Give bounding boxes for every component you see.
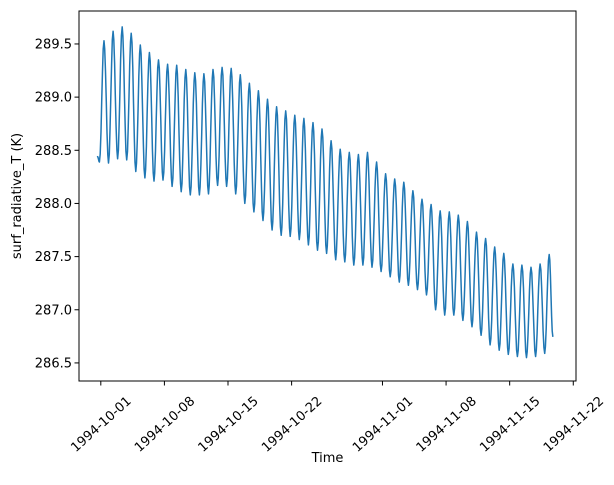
plot-border [78,10,577,382]
x-tick-label: 1994-10-15 [196,394,262,456]
x-tick-label: 1994-10-01 [68,394,134,456]
x-tick-label: 1994-11-08 [414,394,480,456]
temperature-series-line [96,26,554,359]
y-tick-label: 289.0 [35,91,72,106]
x-tick-label: 1994-11-22 [541,394,607,456]
y-tick-label: 287.0 [35,303,72,318]
y-tick-label: 288.0 [35,197,72,212]
x-axis-title: Time [311,451,344,466]
y-axis-title: surf_radiative_T (K) [10,132,25,260]
x-tick-label: 1994-11-01 [350,394,416,456]
y-tick-label: 286.5 [35,356,72,371]
y-tick-label: 288.5 [35,144,72,159]
x-tick-label: 1994-10-08 [132,394,198,456]
x-tick-label: 1994-11-15 [477,394,543,456]
x-tick-label: 1994-10-22 [259,394,325,456]
y-tick-label: 287.5 [35,250,72,265]
y-tick-label: 289.5 [35,37,72,52]
